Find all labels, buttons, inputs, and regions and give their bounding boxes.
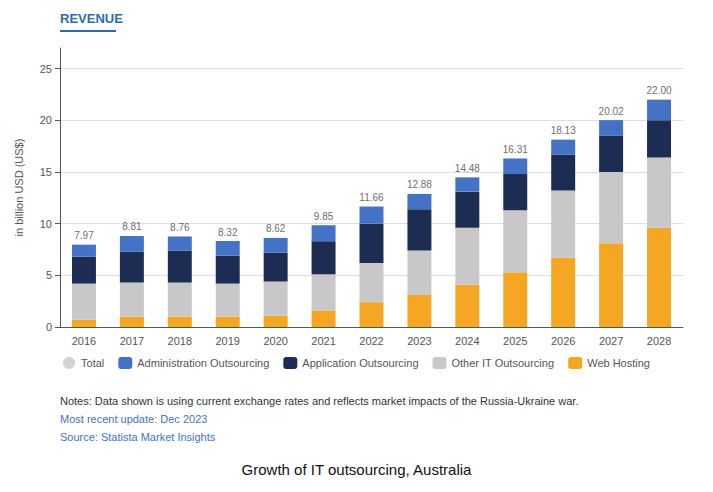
svg-text:Other IT Outsourcing: Other IT Outsourcing — [451, 357, 554, 369]
svg-text:2027: 2027 — [599, 335, 623, 347]
svg-text:9.85: 9.85 — [314, 211, 334, 222]
svg-text:0: 0 — [46, 321, 52, 333]
svg-text:Application Outsourcing: Application Outsourcing — [302, 357, 418, 369]
svg-text:REVENUE: REVENUE — [60, 11, 123, 26]
svg-text:2025: 2025 — [503, 335, 527, 347]
svg-text:14.48: 14.48 — [455, 163, 480, 174]
svg-text:8.62: 8.62 — [266, 223, 286, 234]
svg-text:10: 10 — [40, 218, 52, 230]
svg-text:7.97: 7.97 — [74, 230, 94, 241]
svg-text:2019: 2019 — [215, 335, 239, 347]
svg-text:Notes: Data shown is using cur: Notes: Data shown is using current excha… — [60, 395, 578, 407]
svg-text:Growth of IT outsourcing, Aust: Growth of IT outsourcing, Australia — [242, 461, 472, 478]
svg-text:Total: Total — [81, 357, 104, 369]
svg-text:Source: Statista Market Insigh: Source: Statista Market Insights — [60, 431, 216, 443]
svg-text:8.76: 8.76 — [170, 222, 190, 233]
svg-text:20: 20 — [40, 114, 52, 126]
svg-text:8.81: 8.81 — [122, 221, 142, 232]
svg-text:2016: 2016 — [72, 335, 96, 347]
svg-text:Administration Outsourcing: Administration Outsourcing — [137, 357, 269, 369]
svg-text:2017: 2017 — [120, 335, 144, 347]
svg-text:5: 5 — [46, 269, 52, 281]
svg-text:20.02: 20.02 — [599, 106, 624, 117]
svg-text:16.31: 16.31 — [503, 144, 528, 155]
svg-text:Most recent update: Dec 2023: Most recent update: Dec 2023 — [60, 413, 207, 425]
svg-text:2021: 2021 — [311, 335, 335, 347]
svg-text:15: 15 — [40, 166, 52, 178]
svg-text:2026: 2026 — [551, 335, 575, 347]
svg-text:2020: 2020 — [263, 335, 287, 347]
svg-text:12.88: 12.88 — [407, 179, 432, 190]
svg-text:11.66: 11.66 — [359, 192, 384, 203]
svg-text:8.32: 8.32 — [218, 227, 238, 238]
svg-text:Web Hosting: Web Hosting — [587, 357, 650, 369]
svg-text:in billion USD (US$): in billion USD (US$) — [13, 139, 25, 237]
svg-text:2028: 2028 — [647, 335, 671, 347]
svg-text:2024: 2024 — [455, 335, 479, 347]
svg-text:2022: 2022 — [359, 335, 383, 347]
svg-text:18.13: 18.13 — [551, 125, 576, 136]
svg-text:22.00: 22.00 — [647, 85, 672, 96]
svg-text:2018: 2018 — [168, 335, 192, 347]
svg-text:25: 25 — [40, 63, 52, 75]
svg-text:2023: 2023 — [407, 335, 431, 347]
